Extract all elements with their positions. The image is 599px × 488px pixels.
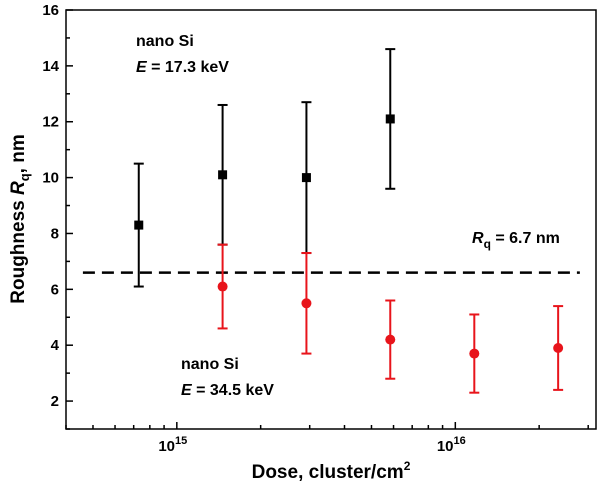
y-axis-title: Roughness Rq, nm: [8, 134, 32, 303]
data-point-circle: [385, 334, 396, 345]
plot-frame: [65, 9, 597, 430]
y-tick-label: 8: [51, 225, 59, 242]
series-2: [217, 243, 564, 394]
y-tick-label: 6: [51, 281, 59, 298]
data-point-square: [385, 114, 395, 124]
x-axis-title-superscript: 2: [404, 459, 411, 473]
annotation-bottom-line1: nano Si: [181, 356, 239, 373]
data-point-square: [301, 173, 311, 183]
x-tick-label: 1016: [437, 435, 466, 455]
y-tick-label: 14: [42, 58, 59, 75]
y-axis-ticks: [66, 9, 73, 430]
data-point-circle: [553, 342, 564, 353]
y-tick-label: 2: [51, 393, 59, 410]
series-1: [133, 48, 396, 288]
data-point-square: [134, 220, 144, 230]
annotation-top-line1: nano Si: [136, 33, 194, 50]
annotation-top-energy: E = 17.3 keV: [136, 59, 229, 76]
y-tick-label: 12: [42, 114, 59, 131]
x-tick-label-exponent: 16: [454, 435, 466, 447]
x-axis-ticks: [65, 422, 589, 429]
annotation-bottom-energy: E = 34.5 keV: [181, 382, 274, 399]
data-point-circle: [469, 348, 480, 359]
y-tick-label: 16: [42, 2, 59, 19]
data-point-circle: [301, 298, 312, 309]
y-tick-label: 4: [51, 337, 60, 354]
y-axis-tick-labels: 2 4 6 8 10 12 14 16: [42, 2, 59, 410]
x-axis-title: Dose, cluster/cm2: [252, 459, 411, 483]
x-axis-tick-labels: 1015 1016: [158, 435, 465, 455]
x-tick-label-base: 10: [158, 438, 175, 455]
x-tick-label-exponent: 15: [175, 435, 187, 447]
annotation-reference-subscript: q: [484, 237, 491, 251]
y-axis-title-subscript: q: [17, 173, 32, 181]
y-tick-label: 10: [42, 170, 59, 187]
x-tick-label: 1015: [158, 435, 187, 455]
data-point-circle: [217, 281, 228, 292]
data-point-square: [218, 170, 228, 180]
data-series: [133, 48, 564, 394]
annotation-reference-label: Rq = 6.7 nm: [472, 230, 560, 251]
x-tick-label-base: 10: [437, 438, 454, 455]
